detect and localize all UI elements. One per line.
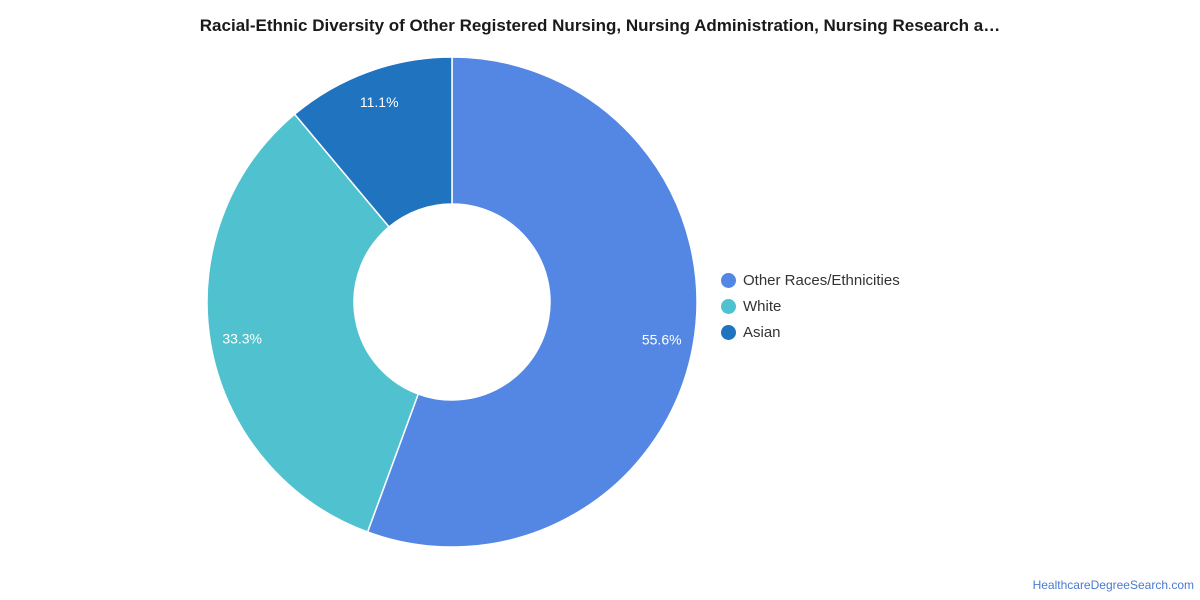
legend-label: Other Races/Ethnicities — [743, 271, 900, 289]
legend-item-other-races-ethnicities[interactable]: Other Races/Ethnicities — [721, 267, 900, 293]
legend-swatch — [721, 272, 736, 288]
slice-label-other-races-ethnicities: 55.6% — [642, 331, 682, 347]
slice-label-white: 33.3% — [222, 331, 262, 347]
source-credit-link[interactable]: HealthcareDegreeSearch.com — [1032, 578, 1194, 592]
slice-labels-group: 55.6% 33.3% 11.1% — [222, 94, 681, 347]
legend-label: White — [743, 297, 782, 315]
chart-title: Racial-Ethnic Diversity of Other Registe… — [199, 16, 1001, 35]
slice-label-asian: 11.1% — [360, 94, 399, 110]
legend-item-asian[interactable]: Asian — [721, 319, 900, 345]
legend-swatch — [721, 324, 736, 340]
slice-asian[interactable] — [293, 56, 453, 228]
legend-label: Asian — [743, 323, 781, 341]
slice-white[interactable] — [206, 113, 420, 533]
chart-legend: Other Races/Ethnicities White Asian — [721, 267, 900, 345]
legend-item-white[interactable]: White — [721, 293, 900, 319]
legend-swatch — [721, 298, 736, 314]
slice-other-races-ethnicities[interactable] — [366, 56, 698, 548]
slices-group — [206, 56, 698, 548]
